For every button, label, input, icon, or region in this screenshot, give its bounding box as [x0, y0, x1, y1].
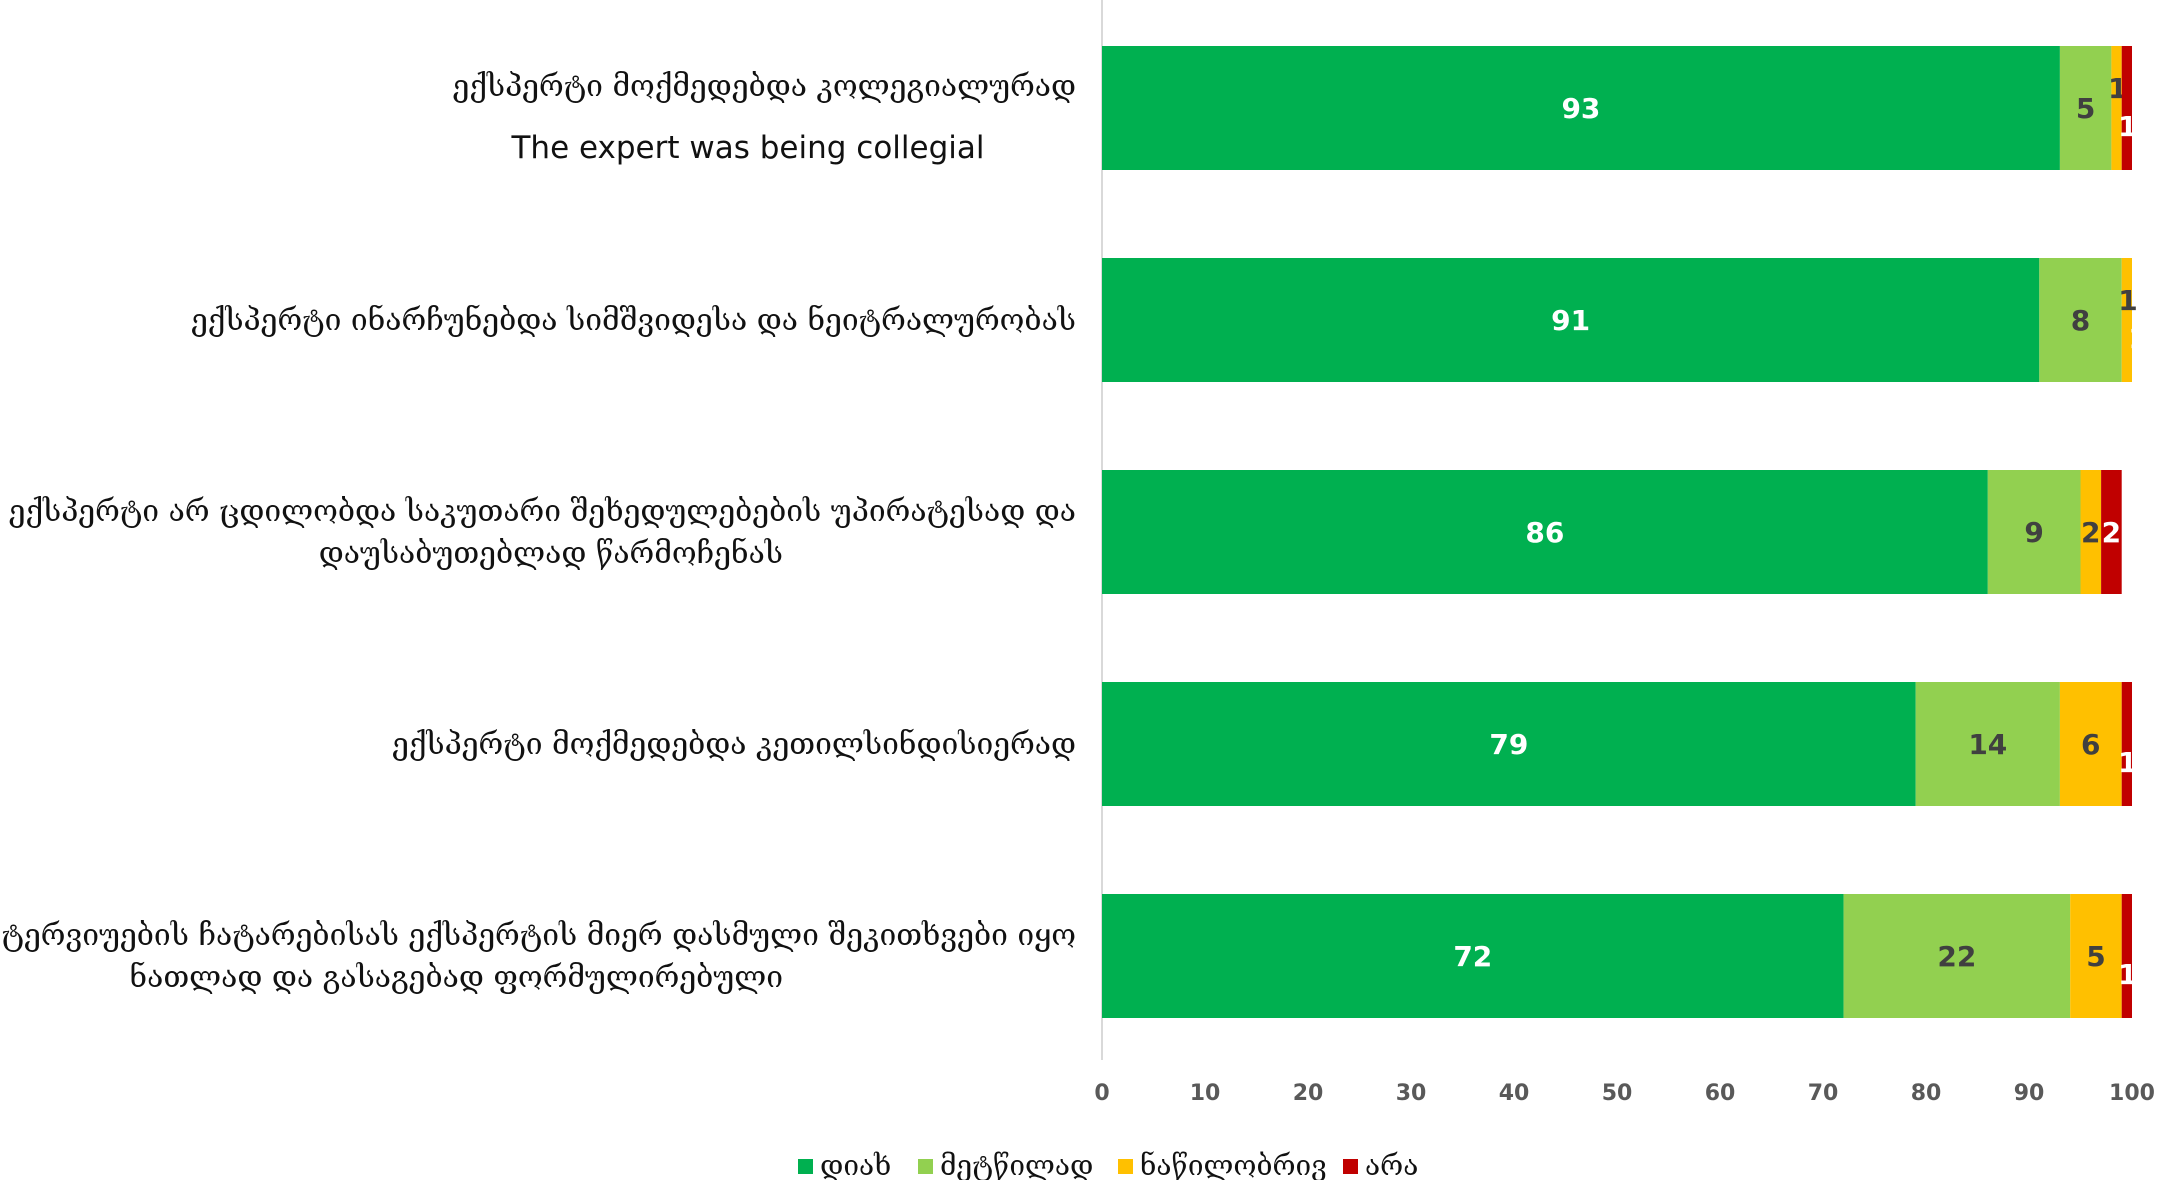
legend-swatch [1343, 1159, 1358, 1174]
bar-segment [1987, 470, 2081, 594]
data-label: 1 [2118, 746, 2137, 779]
data-label: 5 [2086, 940, 2105, 973]
x-axis-ticks: 0 10 20 30 40 50 60 70 80 90 100 [1094, 1081, 2155, 1106]
bar-segment [2121, 894, 2132, 1018]
x-tick-label: 100 [2109, 1081, 2155, 1106]
x-tick-label: 20 [1293, 1081, 1324, 1106]
legend-item: არა [1343, 1149, 1418, 1180]
x-tick-label: 90 [2014, 1081, 2045, 1106]
bar-segment [1102, 258, 2040, 382]
bar-segment [1102, 470, 1988, 594]
bar-segment [1102, 46, 2060, 170]
legend-item: ნაწილობრივ [1118, 1149, 1327, 1180]
bar-segment [2059, 46, 2112, 170]
legend-swatch [1118, 1159, 1133, 1174]
x-tick-label: 50 [1602, 1081, 1633, 1106]
data-label: 6 [2081, 728, 2100, 761]
data-label: 91 [1551, 304, 1590, 337]
bar-segment [1102, 894, 1844, 1018]
bar-segment [2059, 682, 2122, 806]
category-labels: ექსპერტი მოქმედებდა კოლეგიალურად The expe… [0, 69, 1076, 995]
legend: დიახ მეტწილად ნაწილობრივ არა [798, 1149, 1418, 1180]
legend-item: დიახ [798, 1149, 891, 1180]
data-label: 5 [2076, 92, 2095, 125]
data-label: 1 [2118, 958, 2137, 991]
bar-segment [1102, 682, 1916, 806]
bar-segment [2111, 46, 2122, 170]
bar-segment [1843, 894, 2071, 1018]
bar-segment [2080, 470, 2102, 594]
data-label: 86 [1525, 516, 1564, 549]
category-label: ექსპერტი არ ცდილობდა საკუთარი შეხედულებე… [9, 494, 1076, 529]
data-label: 1 [2118, 110, 2137, 143]
category-label: დაუსაბუთებლად წარმოჩენას [319, 536, 783, 571]
category-label: ექსპერტი მოქმედებდა კოლეგიალურად [452, 69, 1076, 104]
data-label: 14 [1968, 728, 2007, 761]
data-label: 72 [1453, 940, 1492, 973]
data-label: 22 [1937, 940, 1976, 973]
category-label: ექსპერტი მოქმედებდა კეთილსინდისიერად [392, 727, 1076, 762]
category-label: ინტერვიუების ჩატარებისას ექსპერტის მიერ … [0, 918, 1076, 953]
category-sublabel: The expert was being collegial [511, 130, 985, 166]
bar-segment [2101, 470, 2122, 594]
x-tick-label: 80 [1911, 1081, 1942, 1106]
legend-item: მეტწილად [918, 1149, 1093, 1180]
legend-label: ნაწილობრივ [1140, 1149, 1327, 1180]
bar-segment [2121, 258, 2132, 382]
x-tick-label: 10 [1190, 1081, 1221, 1106]
bar-segment [2121, 46, 2132, 170]
bar-segment [1915, 682, 2060, 806]
bar-segment [2039, 258, 2122, 382]
data-label: 93 [1561, 92, 1600, 125]
x-tick-label: 30 [1396, 1081, 1427, 1106]
data-label: 1 [2128, 322, 2147, 355]
x-tick-label: 70 [1808, 1081, 1839, 1106]
legend-label: არა [1365, 1149, 1418, 1180]
bar-segment [2070, 894, 2122, 1018]
category-label: ნათლად და გასაგებად ფორმულირებული [130, 960, 783, 995]
legend-label: მეტწილად [940, 1149, 1093, 1180]
legend-label: დიახ [820, 1149, 891, 1180]
data-label: 1 [2118, 284, 2137, 317]
category-label: ექსპერტი ინარჩუნებდა სიმშვიდესა და ნეიტრ… [191, 303, 1076, 338]
x-tick-label: 0 [1094, 1081, 1109, 1106]
data-label: 79 [1489, 728, 1528, 761]
data-label: 2 [2102, 516, 2121, 549]
x-tick-label: 60 [1705, 1081, 1736, 1106]
data-label: 8 [2071, 304, 2090, 337]
bar-segment [2121, 682, 2132, 806]
x-tick-label: 40 [1499, 1081, 1530, 1106]
data-label: 9 [2024, 516, 2043, 549]
legend-swatch [798, 1159, 813, 1174]
legend-swatch [918, 1159, 933, 1174]
data-label: 2 [2081, 516, 2100, 549]
